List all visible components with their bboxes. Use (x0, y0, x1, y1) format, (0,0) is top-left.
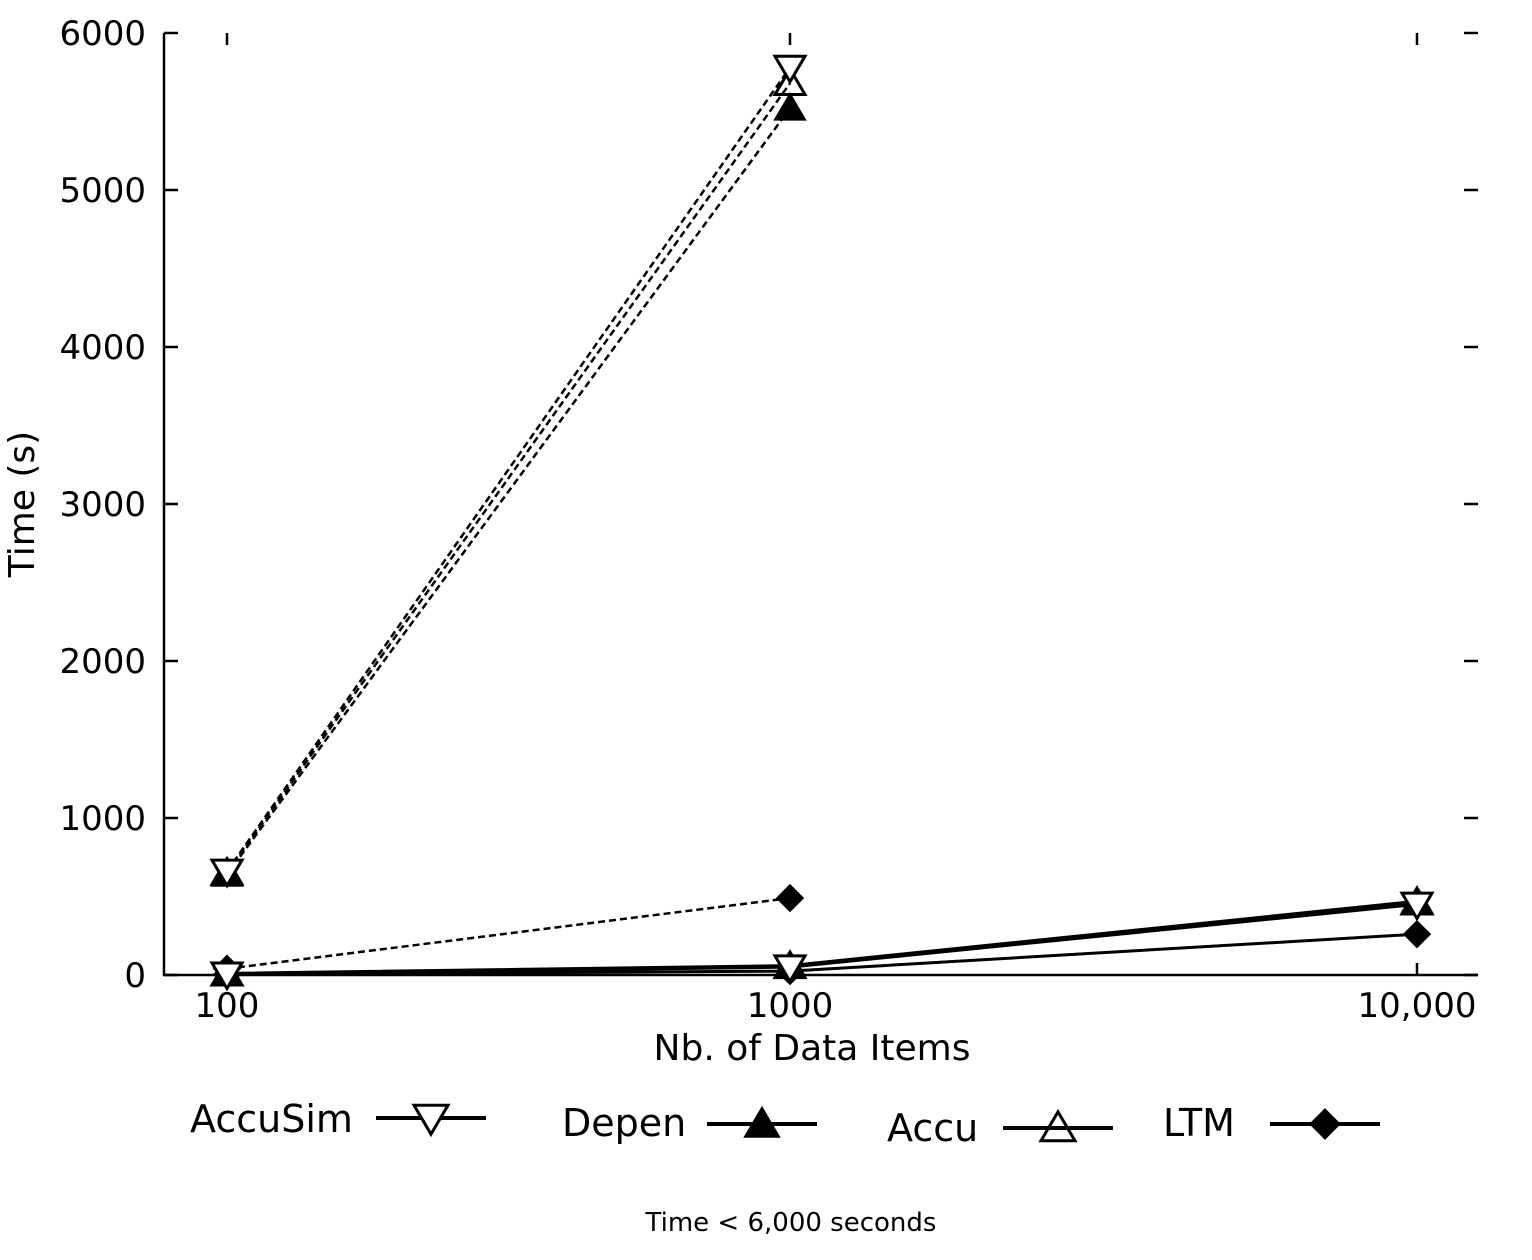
legend-item-depen: Depen (562, 1101, 817, 1145)
x-axis-title: Nb. of Data Items (654, 1028, 971, 1069)
legend-label: AccuSim (190, 1097, 353, 1141)
chart-caption: Time < 6,000 seconds (645, 1208, 937, 1238)
y-tick-label: 6000 (59, 14, 146, 54)
accusim-dashed-point (772, 54, 808, 85)
y-tick-label: 5000 (59, 171, 146, 211)
accusim-solid-point (1399, 891, 1435, 922)
depen-dashed-line (225, 107, 792, 876)
legend-marker (411, 1103, 451, 1138)
ltm-dashed-line (226, 896, 791, 970)
accusim-solid-point (772, 954, 808, 985)
legend: AccuSim Depen Accu LTM (190, 1097, 1380, 1150)
axes: 0 1000 2000 3000 4000 5000 6000 100 1000 10,000 (59, 14, 1478, 1026)
x-tick-label: 10,000 (1358, 986, 1477, 1026)
series-markers (209, 54, 1435, 992)
legend-marker (1309, 1108, 1341, 1140)
x-tick-label: 100 (195, 986, 260, 1026)
accusim-solid-point (209, 961, 245, 992)
legend-item-ltm: LTM (1163, 1101, 1380, 1145)
y-tick-label: 4000 (59, 328, 146, 368)
y-tick-label: 2000 (59, 642, 146, 682)
y-axis-title: Time (s) (2, 431, 43, 578)
x-tick-label: 1000 (747, 986, 834, 1026)
y-tick-label: 0 (124, 956, 146, 996)
accusim-dashed-point (209, 858, 245, 889)
y-tick-label: 1000 (59, 799, 146, 839)
accu-dashed-point (772, 66, 808, 96)
legend-item-accusim: AccuSim (190, 1097, 486, 1141)
depen-dashed-point (773, 92, 807, 121)
ltm-solid-line (226, 932, 1418, 977)
legend-label: LTM (1163, 1101, 1235, 1145)
y-tick-label: 3000 (59, 485, 146, 525)
ltm-solid-point (1402, 920, 1432, 949)
accusim-dashed-line (225, 66, 792, 873)
ltm-dashed-point (775, 883, 805, 913)
legend-item-accu: Accu (887, 1106, 1113, 1150)
legend-label: Depen (562, 1101, 686, 1145)
legend-marker (743, 1105, 781, 1138)
legend-marker (1038, 1108, 1078, 1143)
accu-dashed-line (225, 82, 792, 874)
accusim-solid-line (226, 902, 1418, 976)
series-lines (225, 66, 1418, 977)
legend-label: Accu (887, 1106, 978, 1150)
